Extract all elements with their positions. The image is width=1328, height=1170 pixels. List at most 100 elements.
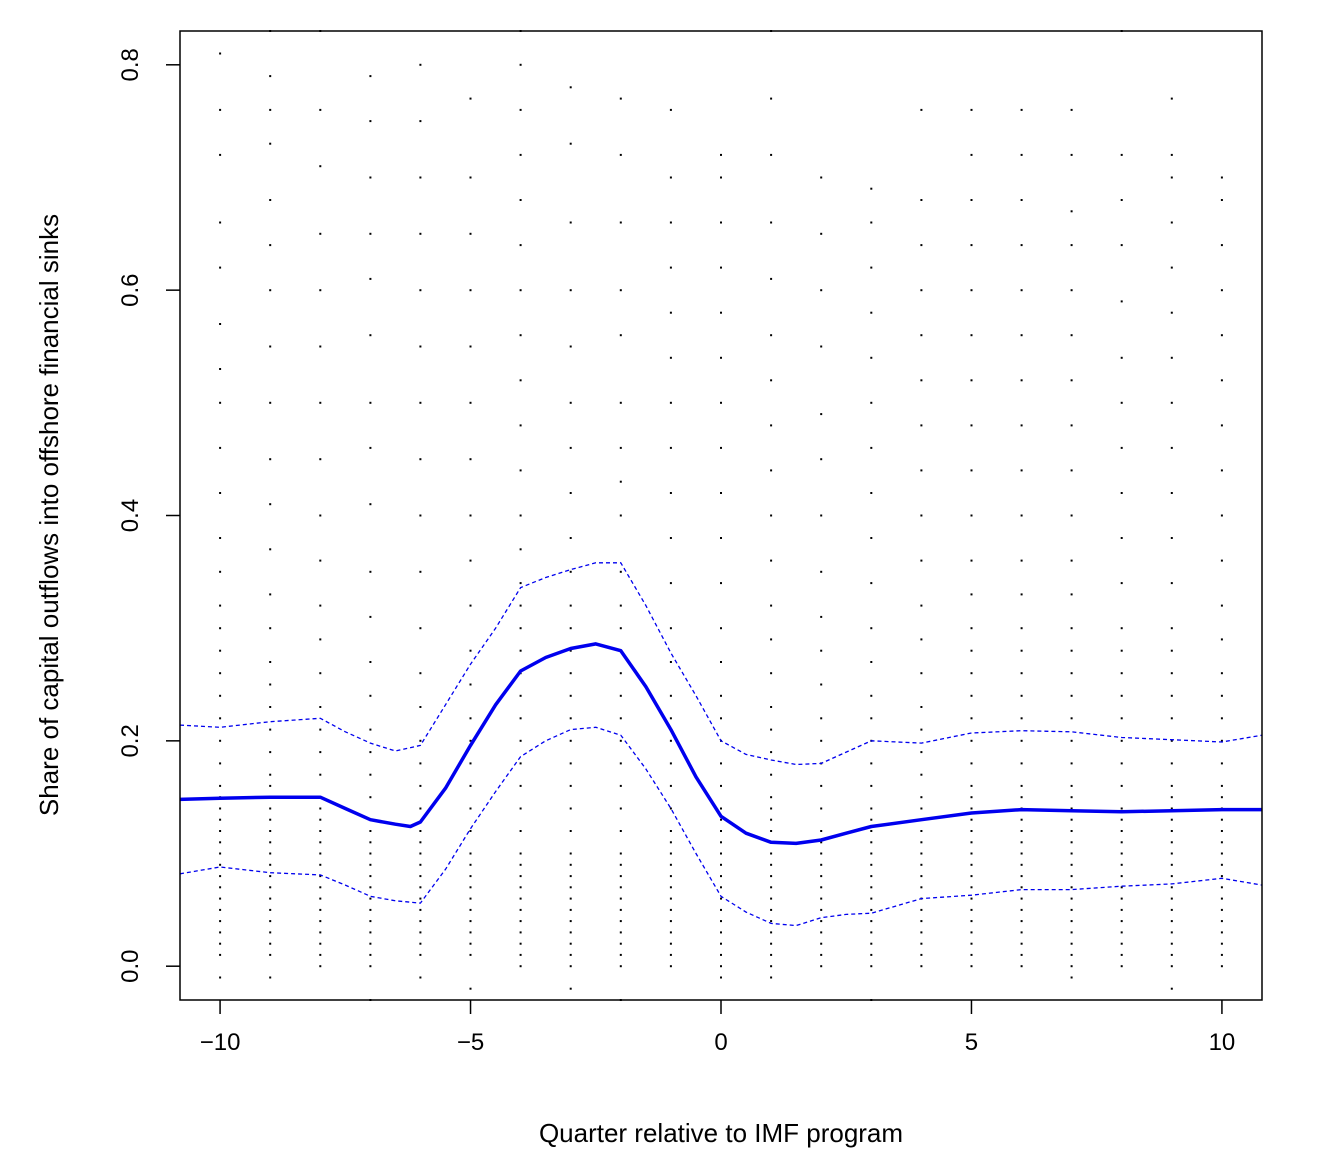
point-q-7-16: [369, 751, 372, 754]
point-q-9-17: [269, 751, 272, 754]
point-q3-27: [870, 356, 873, 359]
point-q-10-11: [219, 830, 222, 832]
point-q-8-1: [319, 953, 322, 956]
point-q10-19: [1220, 717, 1223, 720]
point-q-2-8: [619, 875, 622, 878]
point-q6-9: [1020, 863, 1023, 866]
point-q-10-3: [219, 920, 222, 923]
point-q4-21: [920, 638, 923, 641]
point-q-10-31: [219, 266, 222, 269]
point-q-5-10: [469, 830, 472, 832]
point-q5-31: [970, 289, 973, 292]
point-q-5-1: [469, 942, 472, 945]
point-q1-16: [770, 773, 773, 776]
point-q-1-5: [669, 908, 672, 911]
point-q9-9: [1170, 863, 1173, 866]
point-q0-33: [720, 976, 722, 979]
point-q-3-3: [569, 931, 572, 934]
point-q5-8: [970, 875, 973, 878]
point-q-9-0: [269, 953, 272, 956]
point-q4-30: [920, 244, 923, 247]
point-q0-15: [720, 784, 722, 787]
point-q-1-15: [669, 762, 672, 765]
point-q8-21: [1120, 649, 1123, 652]
point-q-3-7: [569, 886, 572, 889]
point-q8-24: [1120, 537, 1123, 539]
point-q8-17: [1120, 739, 1123, 742]
point-q-2-24: [619, 480, 622, 483]
point-q-8-13: [319, 818, 322, 821]
point-q9-12: [1170, 830, 1173, 832]
point-q9-13: [1170, 818, 1173, 821]
point-q-10-17: [219, 739, 222, 742]
point-q-4-28: [519, 334, 522, 337]
point-q2-20: [820, 615, 823, 618]
point-q6-25: [1020, 559, 1023, 562]
point-q-5-23: [469, 345, 472, 348]
point-q7-14: [1070, 807, 1073, 810]
point-q-3-11: [569, 830, 572, 832]
point-q5-1: [970, 953, 973, 956]
point-q8-26: [1120, 446, 1123, 449]
point-q-5-24: [469, 289, 472, 292]
point-q7-4: [1070, 920, 1073, 923]
point-q7-1: [1070, 953, 1073, 956]
point-q0-32: [720, 153, 722, 156]
point-q-10-16: [219, 762, 222, 765]
point-q0-13: [720, 818, 722, 821]
point-q4-27: [920, 379, 923, 382]
point-q6-26: [1020, 514, 1023, 517]
point-q6-34: [1020, 153, 1023, 156]
point-q8-28: [1120, 356, 1123, 359]
point-q-2-9: [619, 863, 622, 866]
point-q5-18: [970, 739, 973, 742]
point-q4-12: [920, 830, 923, 832]
y-axis: 0.0 0.2 0.4 0.6 0.8: [117, 48, 180, 983]
point-q-7-21: [369, 570, 372, 573]
point-q-5-27: [469, 97, 472, 100]
point-q-3-5: [569, 908, 572, 911]
point-q1-14: [770, 807, 773, 810]
point-q-10-33: [219, 153, 222, 156]
point-q-4-32: [519, 153, 522, 156]
point-q1-20: [770, 672, 773, 675]
point-q1-1: [770, 953, 773, 956]
point-q7-12: [1070, 830, 1073, 832]
point-q-6-23: [419, 345, 422, 348]
point-q8-3: [1120, 931, 1123, 934]
y-tick-label: 0.2: [117, 724, 144, 757]
point-q3-4: [870, 920, 873, 923]
point-q4-15: [920, 796, 923, 799]
point-q-9-10: [269, 841, 272, 844]
point-q-5-20: [469, 514, 472, 517]
point-q-4-30: [519, 244, 522, 247]
point-q5-32: [970, 244, 973, 247]
point-q-4-27: [519, 379, 522, 382]
point-q-1-7: [669, 886, 672, 889]
point-q7-10: [1070, 852, 1073, 855]
point-q3-7: [870, 886, 873, 889]
point-q1-28: [770, 334, 773, 337]
point-q8-16: [1120, 762, 1123, 765]
point-q-3-21: [569, 604, 572, 607]
point-q0-14: [720, 807, 722, 810]
point-q3-5: [870, 908, 873, 911]
point-q6-24: [1020, 593, 1023, 596]
point-q4-31: [920, 199, 923, 201]
point-q10-15: [1220, 796, 1223, 799]
point-q-7-14: [369, 796, 372, 799]
point-q-7-9: [369, 863, 372, 866]
point-q-10-15: [219, 784, 222, 787]
point-q-9-23: [269, 593, 272, 596]
point-q5-7: [970, 886, 973, 889]
point-q-9-6: [269, 886, 272, 889]
point-q-4-16: [519, 717, 522, 720]
point-q7-25: [1070, 559, 1073, 562]
point-q5-33: [970, 199, 973, 201]
point-q-3-23: [569, 537, 572, 539]
point-q2-2: [820, 942, 823, 945]
y-tick-label: 0.8: [117, 48, 144, 81]
point-q-8-24: [319, 514, 322, 517]
point-q0-24: [720, 492, 722, 494]
point-q2-12: [820, 830, 823, 832]
